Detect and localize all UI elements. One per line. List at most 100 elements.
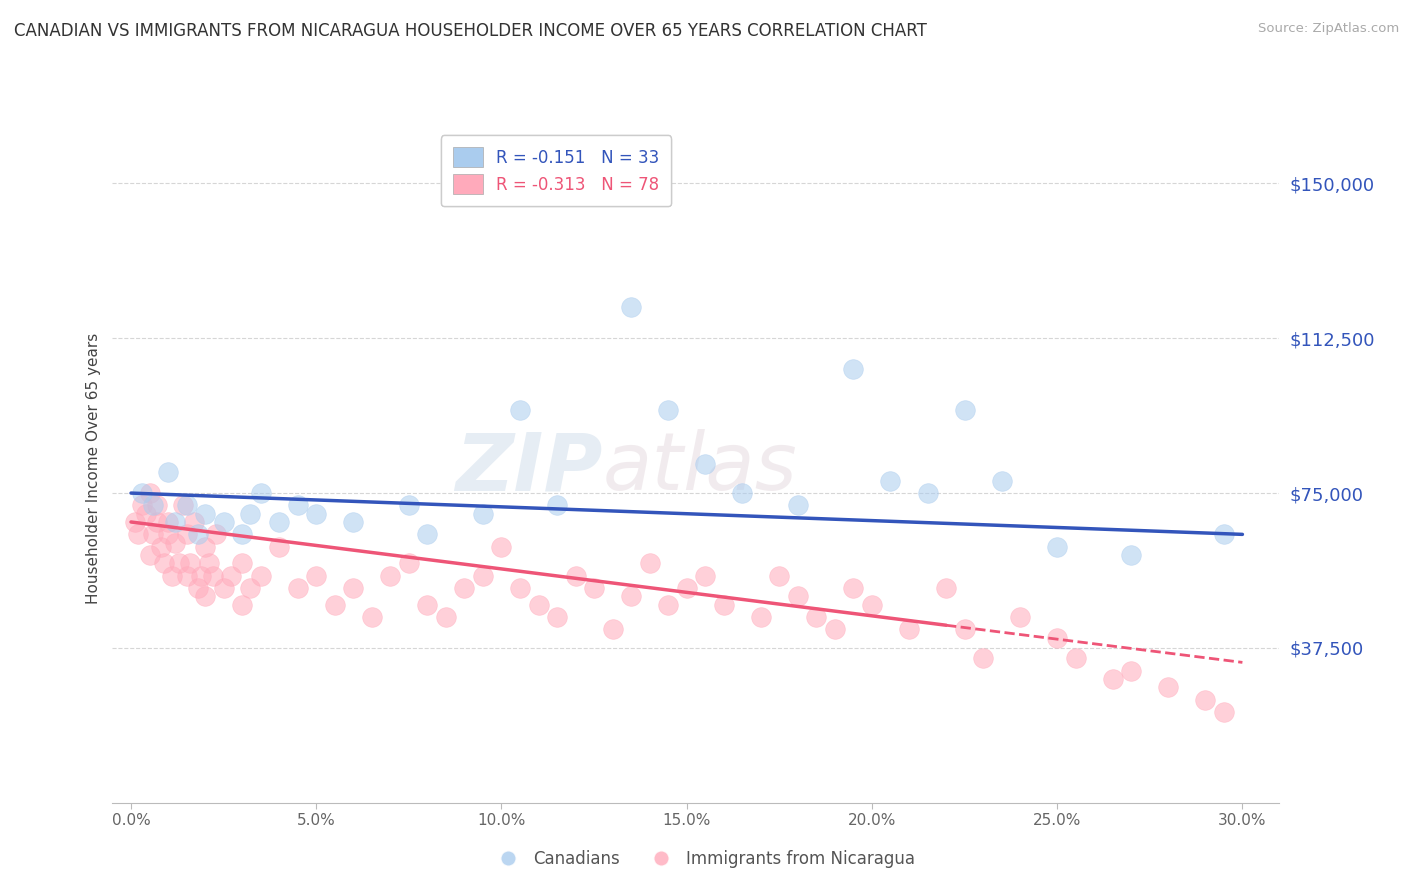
Point — [194, 540, 217, 554]
Point — [879, 474, 901, 488]
Point — [398, 556, 420, 570]
Point — [416, 598, 439, 612]
Point — [153, 556, 176, 570]
Point — [1010, 610, 1032, 624]
Point — [398, 499, 420, 513]
Point — [1121, 548, 1143, 562]
Point — [731, 486, 754, 500]
Point — [205, 527, 228, 541]
Point — [238, 581, 260, 595]
Point — [201, 568, 224, 582]
Point — [657, 598, 679, 612]
Point — [187, 527, 209, 541]
Point — [824, 623, 846, 637]
Text: Source: ZipAtlas.com: Source: ZipAtlas.com — [1258, 22, 1399, 36]
Point — [342, 581, 364, 595]
Point — [917, 486, 939, 500]
Point — [287, 499, 309, 513]
Text: ZIP: ZIP — [456, 429, 603, 508]
Point — [198, 556, 221, 570]
Point — [269, 515, 291, 529]
Point — [249, 486, 271, 500]
Point — [287, 581, 309, 595]
Point — [509, 581, 531, 595]
Point — [146, 515, 169, 529]
Point — [269, 540, 291, 554]
Point — [231, 556, 253, 570]
Point — [183, 515, 205, 529]
Point — [509, 403, 531, 417]
Point — [583, 581, 606, 595]
Point — [231, 598, 253, 612]
Point — [1212, 705, 1234, 719]
Point — [1121, 664, 1143, 678]
Point — [157, 466, 180, 480]
Point — [157, 527, 180, 541]
Point — [953, 623, 976, 637]
Point — [990, 474, 1012, 488]
Point — [749, 610, 772, 624]
Point — [135, 507, 157, 521]
Point — [127, 527, 149, 541]
Point — [546, 499, 568, 513]
Point — [1046, 540, 1069, 554]
Point — [842, 362, 865, 376]
Point — [972, 651, 994, 665]
Point — [1212, 527, 1234, 541]
Point — [768, 568, 790, 582]
Point — [657, 403, 679, 417]
Point — [231, 527, 253, 541]
Point — [238, 507, 260, 521]
Point — [1064, 651, 1087, 665]
Point — [194, 590, 217, 604]
Point — [167, 556, 190, 570]
Y-axis label: Householder Income Over 65 years: Householder Income Over 65 years — [86, 333, 101, 604]
Point — [935, 581, 957, 595]
Point — [323, 598, 346, 612]
Point — [564, 568, 586, 582]
Point — [675, 581, 697, 595]
Point — [212, 581, 235, 595]
Point — [194, 507, 217, 521]
Legend: Canadians, Immigrants from Nicaragua: Canadians, Immigrants from Nicaragua — [484, 844, 922, 875]
Point — [160, 568, 183, 582]
Point — [380, 568, 402, 582]
Text: atlas: atlas — [603, 429, 797, 508]
Point — [305, 507, 328, 521]
Point — [1046, 631, 1069, 645]
Point — [527, 598, 550, 612]
Point — [142, 527, 165, 541]
Point — [953, 403, 976, 417]
Point — [342, 515, 364, 529]
Point — [138, 486, 160, 500]
Point — [138, 548, 160, 562]
Point — [416, 527, 439, 541]
Point — [249, 568, 271, 582]
Point — [305, 568, 328, 582]
Point — [786, 590, 808, 604]
Point — [434, 610, 457, 624]
Point — [453, 581, 475, 595]
Point — [1101, 672, 1123, 686]
Point — [786, 499, 808, 513]
Point — [471, 568, 494, 582]
Point — [713, 598, 735, 612]
Point — [142, 499, 165, 513]
Point — [620, 590, 643, 604]
Point — [842, 581, 865, 595]
Point — [157, 515, 180, 529]
Point — [1157, 680, 1180, 694]
Point — [165, 515, 187, 529]
Point — [212, 515, 235, 529]
Point — [146, 499, 169, 513]
Point — [546, 610, 568, 624]
Point — [131, 499, 153, 513]
Point — [1194, 692, 1216, 706]
Point — [806, 610, 828, 624]
Point — [176, 499, 198, 513]
Point — [219, 568, 242, 582]
Point — [179, 556, 201, 570]
Point — [695, 568, 717, 582]
Point — [360, 610, 382, 624]
Point — [602, 623, 624, 637]
